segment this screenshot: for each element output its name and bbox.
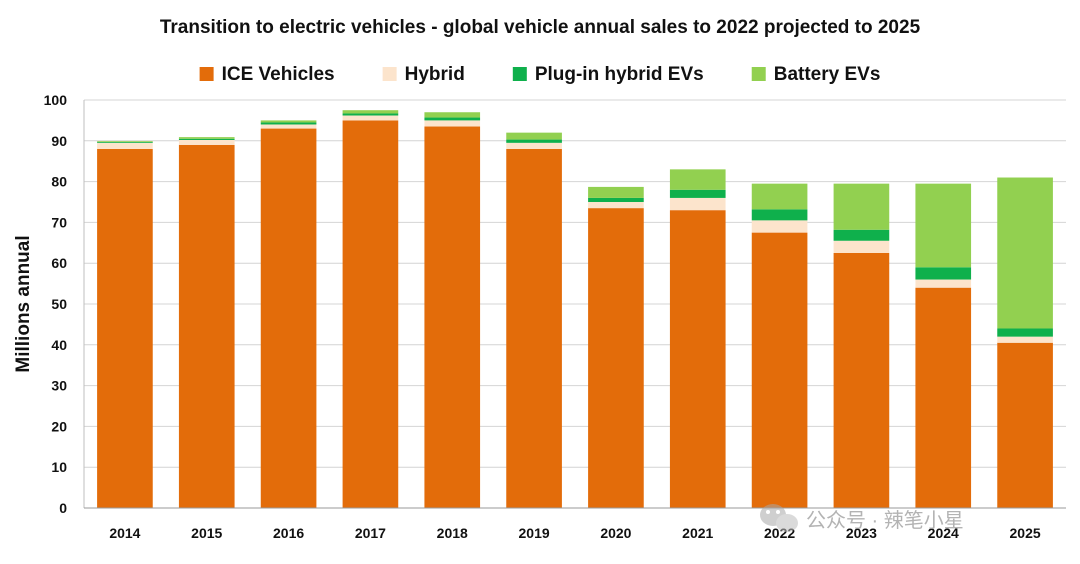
legend-swatch (199, 67, 214, 81)
y-tick-label: 90 (51, 133, 67, 149)
bar-segment-hybrid-2022 (751, 220, 808, 233)
x-tick-label: 2020 (600, 525, 631, 541)
legend-label: Battery EVs (774, 64, 881, 85)
bar-segment-hybrid-2017 (342, 115, 399, 121)
bar-segment-ice-vehicles-2023 (833, 253, 890, 508)
bar-segment-battery-evs-2022 (751, 183, 808, 210)
bar-segment-ice-vehicles-2022 (751, 232, 808, 508)
watermark: 公众号 · 辣笔小星 (760, 504, 964, 532)
bar-segment-ice-vehicles-2014 (97, 148, 153, 508)
bar-segment-ice-vehicles-2020 (588, 208, 644, 508)
x-tick-label: 2017 (355, 525, 386, 541)
gridlines (84, 99, 1066, 468)
bar-segment-hybrid-2016 (260, 124, 317, 129)
bar-segment-ice-vehicles-2018 (424, 126, 481, 509)
bar-segment-hybrid-2014 (97, 142, 153, 149)
bar-segment-plug-in-hybrid-evs-2018 (424, 117, 481, 121)
x-tick-label: 2021 (682, 525, 713, 541)
bar-segment-hybrid-2025 (997, 336, 1053, 343)
bar-segment-ice-vehicles-2015 (178, 144, 235, 508)
y-tick-label: 40 (51, 337, 67, 353)
x-tick-label: 2025 (1010, 525, 1041, 541)
bar-segment-plug-in-hybrid-evs-2021 (669, 189, 726, 198)
legend-label: Hybrid (405, 64, 465, 85)
bar-segment-hybrid-2020 (588, 202, 644, 209)
bar-segment-plug-in-hybrid-evs-2014 (97, 142, 153, 143)
bar-segment-battery-evs-2019 (506, 132, 562, 140)
legend-item: ICE Vehicles (199, 64, 335, 85)
bar-segment-ice-vehicles-2024 (915, 287, 972, 508)
bar-segment-ice-vehicles-2017 (342, 120, 399, 509)
x-tick-label: 2014 (109, 525, 140, 541)
bar-segment-battery-evs-2021 (669, 169, 726, 190)
bar-segment-plug-in-hybrid-evs-2023 (833, 229, 890, 241)
y-tick-label: 80 (51, 174, 67, 190)
bar-segment-plug-in-hybrid-evs-2022 (751, 209, 808, 221)
bar-segment-battery-evs-2014 (97, 141, 153, 143)
bar-segment-hybrid-2024 (915, 279, 972, 288)
x-tick-label: 2019 (519, 525, 550, 541)
y-tick-label: 10 (51, 459, 67, 475)
bar-segment-plug-in-hybrid-evs-2016 (260, 122, 317, 125)
bar-segment-hybrid-2018 (424, 120, 481, 127)
bar-segment-plug-in-hybrid-evs-2019 (506, 139, 562, 143)
bars (97, 110, 1053, 509)
legend: ICE Vehicles Hybrid Plug-in hybrid EVs Batt… (199, 64, 881, 85)
legend-label: Plug-in hybrid EVs (535, 64, 704, 85)
bar-segment-plug-in-hybrid-evs-2017 (342, 113, 399, 116)
legend-item: Hybrid (382, 64, 465, 85)
x-tick-label: 2016 (273, 525, 304, 541)
legend-swatch (751, 67, 766, 81)
bar-segment-battery-evs-2015 (178, 137, 235, 139)
bar-segment-ice-vehicles-2021 (669, 210, 726, 508)
bar-segment-plug-in-hybrid-evs-2015 (178, 138, 235, 140)
chart-title: Transition to electric vehicles - global… (160, 17, 921, 38)
bar-segment-battery-evs-2017 (342, 110, 399, 114)
y-tick-label: 100 (44, 92, 68, 108)
x-tick-label: 2024 (928, 525, 959, 541)
watermark-text: 公众号 · 辣笔小星 (806, 509, 964, 532)
bar-segment-hybrid-2019 (506, 142, 562, 149)
bar-segment-hybrid-2015 (178, 139, 235, 145)
x-tick-labels: 2014 2015 2016 2017 2018 2019 2020 2021 2022 2023… (109, 525, 1041, 541)
x-tick-label: 2018 (437, 525, 468, 541)
bar-segment-hybrid-2021 (669, 197, 726, 211)
legend-label: ICE Vehicles (222, 64, 335, 85)
y-axis-label: Millions annual (13, 235, 34, 372)
y-tick-label: 60 (51, 255, 67, 271)
bar-segment-battery-evs-2023 (833, 183, 890, 230)
bar-segment-ice-vehicles-2016 (260, 128, 317, 508)
y-tick-label: 0 (59, 500, 67, 516)
bar-segment-plug-in-hybrid-evs-2024 (915, 267, 972, 280)
bar-segment-battery-evs-2016 (260, 120, 317, 123)
legend-item: Plug-in hybrid EVs (512, 64, 704, 85)
bar-segment-ice-vehicles-2019 (506, 148, 562, 508)
legend-item: Battery EVs (751, 64, 881, 85)
x-tick-label: 2023 (846, 525, 877, 541)
y-tick-label: 20 (51, 418, 67, 434)
bar-segment-hybrid-2023 (833, 240, 890, 253)
bar-segment-plug-in-hybrid-evs-2020 (588, 197, 644, 202)
wechat-icon (760, 504, 798, 532)
x-tick-label: 2015 (191, 525, 222, 541)
bar-segment-battery-evs-2025 (997, 177, 1053, 329)
y-tick-label: 50 (51, 296, 67, 312)
legend-swatch (512, 67, 527, 81)
y-tick-label: 70 (51, 214, 67, 230)
bar-segment-battery-evs-2024 (915, 183, 972, 268)
legend-swatch (382, 67, 397, 81)
bar-segment-battery-evs-2018 (424, 112, 481, 118)
bar-segment-battery-evs-2020 (588, 186, 644, 198)
axes (83, 100, 1066, 509)
y-tick-labels: 0 10 20 30 40 50 60 70 80 90 100 (44, 92, 68, 516)
bar-segment-plug-in-hybrid-evs-2025 (997, 328, 1053, 337)
y-tick-label: 30 (51, 378, 67, 394)
bar-segment-ice-vehicles-2025 (997, 342, 1053, 508)
